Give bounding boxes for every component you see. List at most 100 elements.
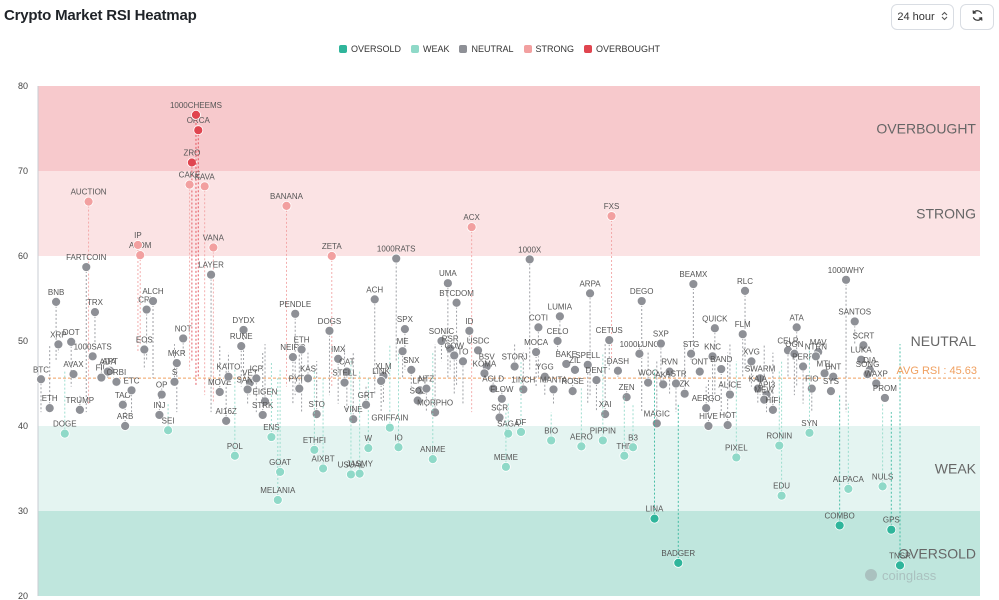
rsi-point[interactable] <box>120 421 131 431</box>
rsi-point[interactable] <box>238 325 249 335</box>
rsi-point[interactable] <box>703 421 714 431</box>
rsi-point[interactable] <box>458 356 468 367</box>
rsi-point[interactable] <box>303 373 313 384</box>
rsi-point[interactable] <box>154 410 165 420</box>
rsi-point[interactable] <box>707 351 718 362</box>
refresh-button[interactable] <box>960 4 994 30</box>
rsi-point[interactable] <box>223 371 234 382</box>
rsi-point[interactable] <box>318 463 328 474</box>
rsi-point[interactable] <box>163 425 173 436</box>
rsi-point[interactable] <box>354 468 365 479</box>
rsi-point[interactable] <box>895 560 905 571</box>
rsi-point[interactable] <box>135 250 146 261</box>
rsi-point[interactable] <box>53 339 64 350</box>
rsi-point[interactable] <box>206 269 216 280</box>
rsi-point[interactable] <box>533 322 544 333</box>
rsi-point[interactable] <box>694 366 705 377</box>
legend-item-weak[interactable]: WEAK <box>410 44 449 54</box>
rsi-point[interactable] <box>427 454 438 465</box>
rsi-point[interactable] <box>111 376 122 387</box>
rsi-point[interactable] <box>290 308 301 319</box>
rsi-point[interactable] <box>193 125 204 136</box>
rsi-point[interactable] <box>582 359 593 370</box>
rsi-point[interactable] <box>585 288 595 299</box>
rsi-point[interactable] <box>688 279 699 289</box>
rsi-point[interactable] <box>272 495 283 505</box>
rsi-point[interactable] <box>133 240 143 250</box>
rsi-point[interactable] <box>346 469 356 480</box>
rsi-point[interactable] <box>516 427 526 437</box>
rsi-point[interactable] <box>524 254 535 265</box>
rsi-point[interactable] <box>169 376 180 387</box>
rsi-point[interactable] <box>597 435 608 446</box>
rsi-point[interactable] <box>716 364 727 374</box>
rsi-point[interactable] <box>643 377 654 388</box>
rsi-point[interactable] <box>68 369 79 380</box>
rsi-point[interactable] <box>451 297 462 308</box>
rsi-point[interactable] <box>221 415 232 426</box>
rsi-point[interactable] <box>634 348 645 359</box>
rsi-point[interactable] <box>561 359 572 369</box>
rsi-point[interactable] <box>806 383 817 394</box>
legend-item-overbought[interactable]: OVERBOUGHT <box>584 44 660 54</box>
rsi-point[interactable] <box>554 311 565 322</box>
rsi-point[interactable] <box>251 373 262 384</box>
rsi-point[interactable] <box>148 296 158 306</box>
rsi-point[interactable] <box>436 336 447 346</box>
rsi-point[interactable] <box>731 452 742 463</box>
rsi-point[interactable] <box>858 340 869 351</box>
rsi-point[interactable] <box>466 222 477 233</box>
rsi-point[interactable] <box>430 407 440 418</box>
rsi-point[interactable] <box>44 403 55 414</box>
rsi-point[interactable] <box>296 344 307 355</box>
rsi-point[interactable] <box>102 366 113 377</box>
rsi-point[interactable] <box>266 432 277 442</box>
rsi-point[interactable] <box>664 366 675 377</box>
rsi-point[interactable] <box>421 383 432 394</box>
rsi-point[interactable] <box>841 274 851 285</box>
rsi-point[interactable] <box>628 442 638 453</box>
rsi-point[interactable] <box>311 409 322 420</box>
rsi-point[interactable] <box>591 375 602 386</box>
rsi-point[interactable] <box>776 490 787 501</box>
rsi-point[interactable] <box>496 393 507 404</box>
rsi-point[interactable] <box>339 377 350 388</box>
rsi-point[interactable] <box>59 428 70 439</box>
rsi-point[interactable] <box>849 316 860 327</box>
rsi-point[interactable] <box>141 304 152 315</box>
rsi-point[interactable] <box>752 383 763 394</box>
rsi-point[interactable] <box>391 253 402 264</box>
rsi-point[interactable] <box>759 394 770 405</box>
rsi-point[interactable] <box>464 325 475 336</box>
legend-item-neutral[interactable]: NEUTRAL <box>459 44 514 54</box>
rsi-point[interactable] <box>679 388 690 399</box>
rsi-point[interactable] <box>309 444 320 455</box>
rsi-point[interactable] <box>673 557 684 568</box>
rsi-point[interactable] <box>171 358 182 369</box>
rsi-point[interactable] <box>746 356 757 367</box>
rsi-point[interactable] <box>479 368 490 379</box>
rsi-point[interactable] <box>117 399 128 410</box>
rsi-point[interactable] <box>604 335 615 346</box>
rsi-point[interactable] <box>834 520 845 531</box>
rsi-point[interactable] <box>184 179 195 190</box>
rsi-point[interactable] <box>828 371 839 382</box>
rsi-point[interactable] <box>281 200 292 211</box>
rsi-point[interactable] <box>326 251 337 261</box>
rsi-point[interactable] <box>658 379 669 390</box>
rsi-point[interactable] <box>242 384 253 395</box>
rsi-point[interactable] <box>275 466 286 477</box>
rsi-point[interactable] <box>826 386 836 397</box>
rsi-point[interactable] <box>531 347 541 357</box>
rsi-point[interactable] <box>348 414 359 425</box>
rsi-point[interactable] <box>725 389 735 400</box>
legend-item-oversold[interactable]: OVERSOLD <box>338 44 401 54</box>
rsi-point[interactable] <box>51 296 61 307</box>
rsi-point[interactable] <box>156 389 167 400</box>
rsi-point[interactable] <box>191 110 201 120</box>
rsi-point[interactable] <box>509 361 520 372</box>
rsi-point[interactable] <box>798 361 808 372</box>
rsi-point[interactable] <box>880 393 890 403</box>
rsi-point[interactable] <box>473 345 483 356</box>
rsi-point[interactable] <box>810 351 821 362</box>
